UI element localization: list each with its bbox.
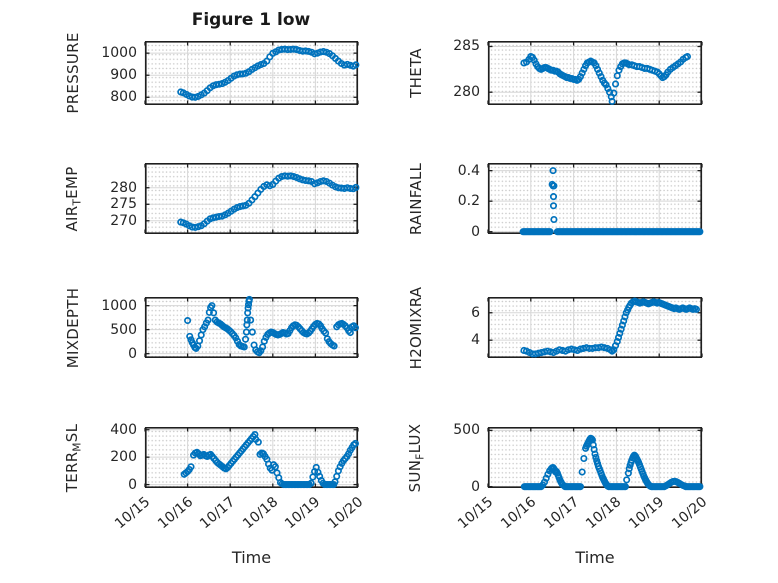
x-tick-label: 10/17 [540, 494, 582, 533]
y-label-text: RAINFALL [407, 162, 425, 235]
axes-frame [145, 427, 358, 489]
plot-area-terr-msl [144, 427, 359, 489]
x-tick-label: 10/20 [669, 494, 711, 533]
y-tick-label: 6 [471, 304, 480, 321]
y-label-text: TERR [62, 451, 81, 492]
y-axis-label-pressure: PRESSURE [64, 32, 82, 113]
series-markers-pressure [177, 45, 360, 101]
tick-marks [487, 298, 703, 357]
x-tick-label: 10/15 [455, 494, 497, 533]
x-tick-label: 10/20 [325, 494, 367, 533]
y-tick-label: 0.2 [457, 193, 480, 210]
y-tick-label: 0 [471, 478, 480, 495]
series-markers-h2omixra [520, 297, 700, 358]
y-label-text: SL [62, 423, 81, 442]
y-tick-label: 500 [110, 321, 137, 338]
tick-marks [144, 164, 359, 233]
plot-svg-air-temp [144, 163, 360, 235]
series-markers-rainfall [519, 167, 704, 236]
plot-area-pressure [144, 41, 360, 106]
x-tick-label: 10/19 [626, 494, 668, 533]
plot-svg-mixdepth [144, 295, 359, 359]
axes-frame [145, 41, 358, 106]
axes-frame [145, 163, 358, 235]
x-tick-label: 10/16 [154, 494, 196, 533]
plot-svg-terr-msl [144, 427, 359, 489]
x-tick-label: 10/15 [112, 494, 154, 533]
y-tick-label: 4 [471, 332, 480, 349]
plot-area-air-temp [144, 163, 360, 235]
y-label-text: H2OMIXRA [407, 286, 425, 369]
gridlines [487, 163, 703, 234]
plot-area-mixdepth [144, 295, 359, 359]
plot-area-sun-flux [487, 427, 704, 491]
plot-area-theta [487, 41, 703, 106]
plot-area-rainfall [487, 163, 704, 236]
y-axis-label-terr-msl: TERRMSL [63, 423, 84, 492]
y-label-text: LUX [405, 423, 424, 453]
x-axis-label: Time [575, 548, 615, 567]
axes-frame [488, 297, 702, 359]
x-tick-label: 10/18 [239, 494, 282, 533]
y-label-text: MIXDEPTH [64, 287, 82, 368]
y-axis-label-air-temp: AIRTEMP [63, 166, 84, 231]
y-label-subscript: F [414, 452, 427, 460]
y-axis-label-rainfall: RAINFALL [407, 162, 425, 234]
axes-frame [488, 41, 702, 106]
plot-area-h2omixra [487, 297, 703, 359]
series-markers-terr-msl [180, 430, 359, 489]
y-label-text: PRESSURE [64, 32, 82, 114]
y-tick-label: 900 [110, 67, 137, 84]
series-markers-theta [520, 52, 692, 105]
y-tick-label: 270 [110, 212, 137, 229]
tick-marks [487, 164, 703, 233]
y-axis-label-sun-flux: SUNFLUX [406, 423, 427, 492]
y-tick-label: 280 [110, 179, 137, 196]
series-markers-sun-flux [520, 434, 704, 491]
axes-frame [488, 427, 702, 489]
x-tick-label: 10/17 [197, 494, 239, 533]
series-markers-air-temp [177, 172, 360, 231]
y-label-text: EMP [62, 165, 81, 199]
y-axis-label-h2omixra: H2OMIXRA [407, 286, 425, 369]
y-tick-label: 280 [453, 84, 480, 101]
y-tick-label: 285 [453, 38, 480, 55]
y-tick-label: 400 [110, 421, 137, 438]
plot-svg-rainfall [487, 163, 704, 236]
y-label-text: AIR [62, 205, 81, 232]
series-markers-mixdepth [184, 295, 359, 357]
y-tick-label: 0 [471, 223, 480, 240]
tick-marks [144, 42, 359, 104]
y-tick-label: 0.4 [457, 162, 480, 179]
y-axis-label-theta: THETA [407, 48, 425, 98]
x-tick-label: 10/18 [583, 494, 625, 533]
y-tick-label: 275 [110, 196, 137, 213]
y-label-subscript: T [71, 198, 84, 206]
y-tick-label: 1000 [101, 45, 137, 62]
tick-marks [144, 298, 359, 357]
y-tick-label: 200 [110, 449, 137, 466]
figure-title: Figure 1 low [191, 10, 311, 30]
y-tick-label: 500 [453, 422, 480, 439]
y-tick-label: 0 [128, 345, 137, 362]
tick-marks [487, 42, 703, 104]
y-label-subscript: M [71, 441, 84, 452]
plot-svg-sun-flux [487, 427, 704, 491]
y-label-text: SUN [405, 459, 424, 492]
plot-svg-h2omixra [487, 297, 703, 359]
y-tick-label: 0 [128, 476, 137, 493]
x-axis-label: Time [231, 548, 272, 567]
plot-svg-pressure [144, 41, 360, 106]
y-axis-label-mixdepth: MIXDEPTH [64, 287, 82, 368]
gridlines [144, 163, 359, 234]
x-tick-label: 10/16 [497, 494, 540, 533]
y-tick-label: 800 [110, 89, 137, 106]
x-tick-label: 10/19 [282, 494, 324, 533]
tick-marks [144, 428, 359, 487]
axes-frame [488, 163, 702, 235]
y-tick-label: 1000 [101, 297, 137, 314]
plot-svg-theta [487, 41, 703, 106]
y-label-text: THETA [407, 48, 425, 98]
